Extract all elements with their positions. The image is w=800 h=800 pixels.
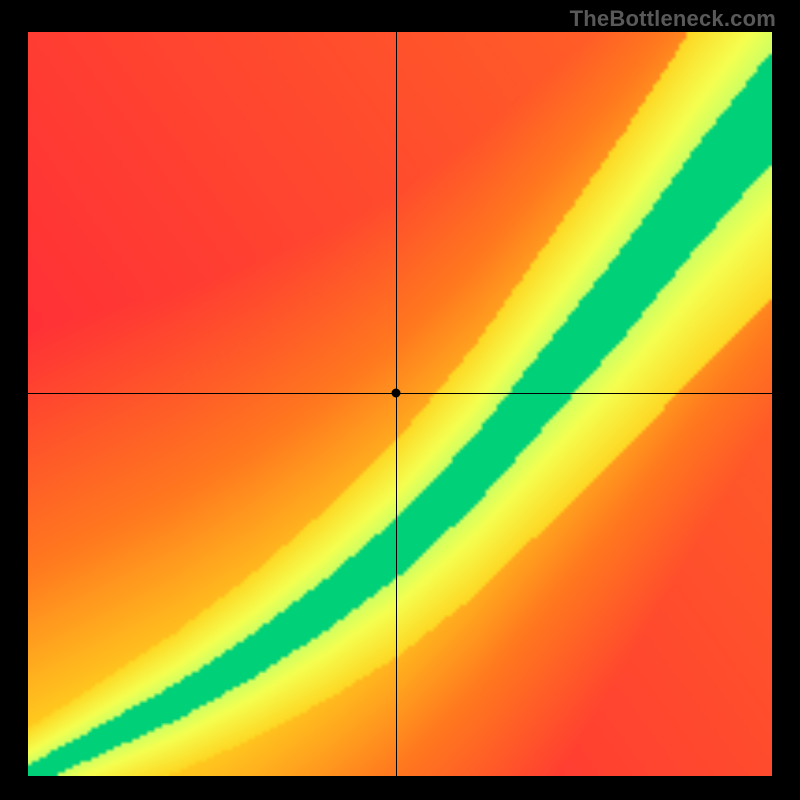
watermark-label: TheBottleneck.com <box>570 6 776 32</box>
heatmap-canvas <box>28 32 772 776</box>
chart-container: TheBottleneck.com <box>0 0 800 800</box>
plot-area <box>28 32 772 776</box>
crosshair-marker <box>392 388 401 397</box>
crosshair-vertical <box>396 32 397 776</box>
